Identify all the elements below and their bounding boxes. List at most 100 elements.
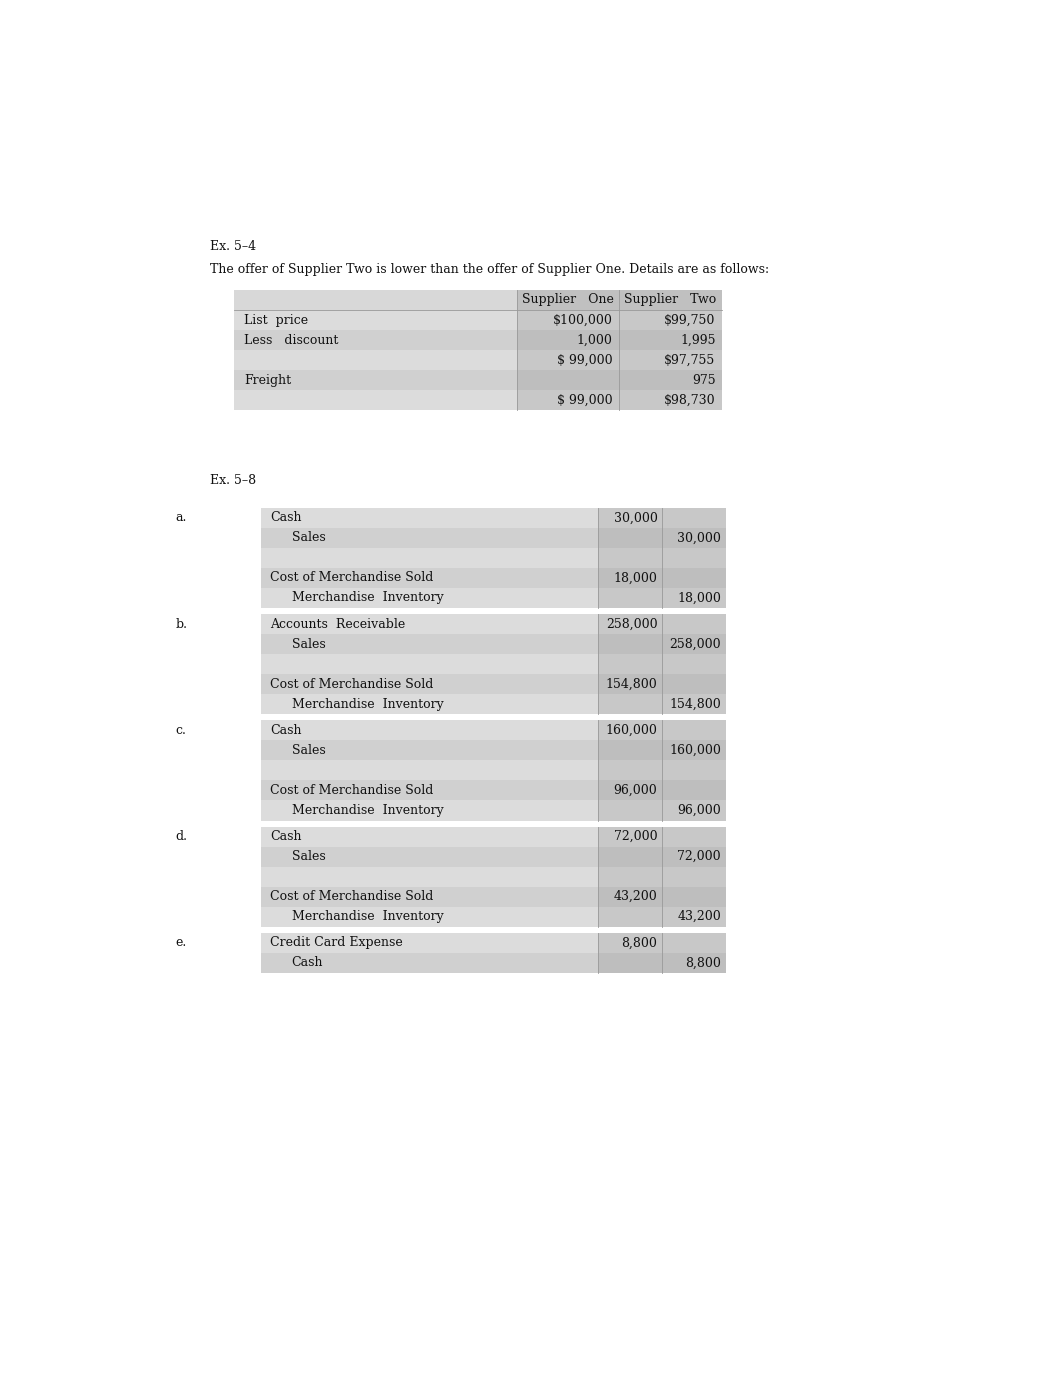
Text: Supplier   Two: Supplier Two <box>624 293 717 307</box>
Text: Supplier   One: Supplier One <box>523 293 614 307</box>
Text: 154,800: 154,800 <box>605 677 657 691</box>
Text: Credit Card Expense: Credit Card Expense <box>270 936 402 949</box>
Bar <box>234 370 517 390</box>
Text: 72,000: 72,000 <box>614 830 657 843</box>
Text: 258,000: 258,000 <box>605 618 657 631</box>
Text: Cost of Merchandise Sold: Cost of Merchandise Sold <box>270 891 433 903</box>
Bar <box>517 350 722 370</box>
Bar <box>598 934 725 953</box>
Bar <box>598 781 725 800</box>
Text: Cost of Merchandise Sold: Cost of Merchandise Sold <box>270 677 433 691</box>
Text: 1,995: 1,995 <box>680 333 716 347</box>
Bar <box>598 694 725 715</box>
Bar <box>260 720 598 741</box>
Bar <box>260 760 598 781</box>
Text: Merchandise  Inventory: Merchandise Inventory <box>292 910 443 923</box>
Bar <box>260 781 598 800</box>
Bar <box>517 291 722 310</box>
Bar <box>598 720 725 741</box>
Text: Less   discount: Less discount <box>244 333 339 347</box>
Text: Cash: Cash <box>270 724 302 737</box>
Bar <box>260 614 598 635</box>
Text: 18,000: 18,000 <box>614 571 657 584</box>
Text: Cash: Cash <box>270 830 302 843</box>
Bar <box>260 847 598 866</box>
Text: Cash: Cash <box>292 957 323 969</box>
Bar <box>234 291 517 310</box>
Bar <box>598 866 725 887</box>
Text: 43,200: 43,200 <box>614 891 657 903</box>
Bar <box>260 508 598 527</box>
Text: List  price: List price <box>244 314 308 326</box>
Text: 8,800: 8,800 <box>621 936 657 949</box>
Text: Merchandise  Inventory: Merchandise Inventory <box>292 804 443 817</box>
Bar <box>598 953 725 974</box>
Bar <box>234 390 517 410</box>
Text: c.: c. <box>175 724 186 737</box>
Text: Ex. 5–8: Ex. 5–8 <box>210 475 256 487</box>
Bar <box>260 567 598 588</box>
Text: Sales: Sales <box>292 638 325 651</box>
Text: Merchandise  Inventory: Merchandise Inventory <box>292 592 443 605</box>
Text: d.: d. <box>175 830 187 843</box>
Bar <box>598 760 725 781</box>
Text: Cost of Merchandise Sold: Cost of Merchandise Sold <box>270 784 433 797</box>
Bar <box>598 614 725 635</box>
Text: 30,000: 30,000 <box>614 511 657 525</box>
Text: 8,800: 8,800 <box>685 957 721 969</box>
Bar <box>598 800 725 821</box>
Text: 96,000: 96,000 <box>678 804 721 817</box>
Bar <box>260 953 598 974</box>
Text: Freight: Freight <box>244 373 291 387</box>
Text: Sales: Sales <box>292 532 325 544</box>
Bar <box>598 527 725 548</box>
Text: 43,200: 43,200 <box>678 910 721 923</box>
Bar <box>598 675 725 694</box>
Text: Merchandise  Inventory: Merchandise Inventory <box>292 698 443 711</box>
Text: $98,730: $98,730 <box>664 394 716 406</box>
Text: $100,000: $100,000 <box>552 314 613 326</box>
Text: b.: b. <box>175 618 187 631</box>
Text: Sales: Sales <box>292 850 325 863</box>
Bar <box>598 826 725 847</box>
Text: a.: a. <box>175 511 187 525</box>
Text: 258,000: 258,000 <box>669 638 721 651</box>
Bar <box>260 800 598 821</box>
Text: 154,800: 154,800 <box>669 698 721 711</box>
Text: Accounts  Receivable: Accounts Receivable <box>270 618 406 631</box>
Bar <box>260 866 598 887</box>
Bar <box>517 370 722 390</box>
Bar <box>598 847 725 866</box>
Bar <box>234 350 517 370</box>
Bar <box>598 887 725 906</box>
Bar <box>598 548 725 567</box>
Bar <box>598 588 725 609</box>
Text: Cash: Cash <box>270 511 302 525</box>
Bar <box>598 741 725 760</box>
Text: 975: 975 <box>692 373 716 387</box>
Bar <box>598 906 725 927</box>
Bar <box>260 934 598 953</box>
Bar <box>260 635 598 654</box>
Bar <box>260 826 598 847</box>
Bar <box>260 741 598 760</box>
Bar <box>260 654 598 675</box>
Bar <box>234 310 517 330</box>
Text: 18,000: 18,000 <box>678 592 721 605</box>
Text: Cost of Merchandise Sold: Cost of Merchandise Sold <box>270 571 433 584</box>
Bar <box>260 548 598 567</box>
Bar <box>598 567 725 588</box>
Text: Sales: Sales <box>292 744 325 757</box>
Bar <box>598 635 725 654</box>
Text: 1,000: 1,000 <box>577 333 613 347</box>
Bar <box>517 330 722 350</box>
Bar <box>260 527 598 548</box>
Bar <box>260 675 598 694</box>
Text: 160,000: 160,000 <box>605 724 657 737</box>
Text: 96,000: 96,000 <box>614 784 657 797</box>
Text: 72,000: 72,000 <box>678 850 721 863</box>
Text: $ 99,000: $ 99,000 <box>556 354 613 366</box>
Text: $ 99,000: $ 99,000 <box>556 394 613 406</box>
Bar <box>260 694 598 715</box>
Text: 160,000: 160,000 <box>669 744 721 757</box>
